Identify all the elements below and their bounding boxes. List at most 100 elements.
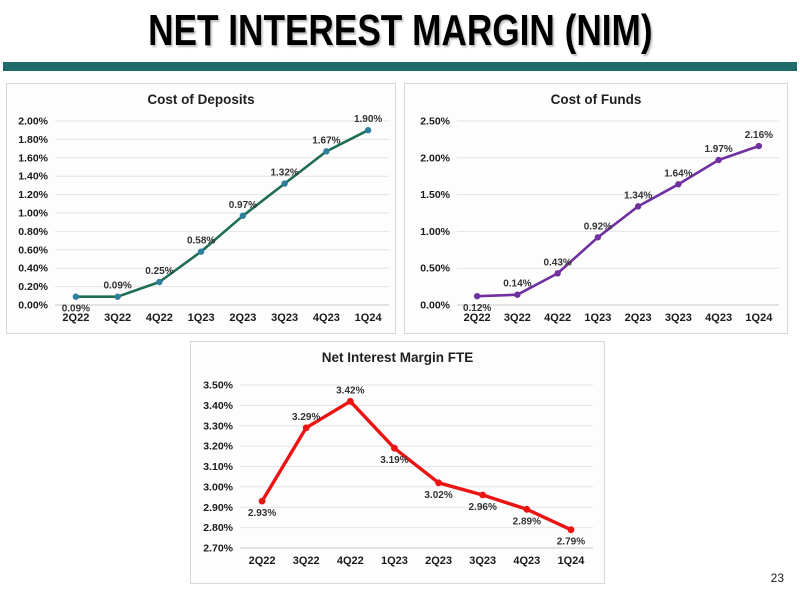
x-axis-category-labels: 2Q22 3Q22 4Q22 1Q23 2Q23 3Q23 4Q23 1Q24	[464, 312, 774, 324]
gridlines	[55, 120, 389, 306]
svg-text:0.12%: 0.12%	[463, 303, 491, 314]
svg-text:0.20%: 0.20%	[18, 281, 48, 293]
svg-text:3.30%: 3.30%	[203, 420, 233, 432]
svg-text:1.40%: 1.40%	[18, 171, 48, 183]
svg-text:3.19%: 3.19%	[380, 455, 408, 466]
svg-text:0.97%: 0.97%	[229, 200, 257, 211]
svg-text:1.00%: 1.00%	[18, 208, 48, 220]
svg-text:3.29%: 3.29%	[292, 412, 320, 423]
svg-text:3.42%: 3.42%	[336, 385, 364, 396]
svg-text:4Q23: 4Q23	[513, 555, 540, 567]
svg-text:2.80%: 2.80%	[203, 522, 233, 534]
svg-text:0.00%: 0.00%	[18, 300, 48, 312]
svg-text:3.20%: 3.20%	[203, 441, 233, 453]
svg-text:4Q23: 4Q23	[705, 312, 732, 324]
svg-text:1Q24: 1Q24	[355, 312, 383, 324]
svg-text:1.80%: 1.80%	[18, 134, 48, 146]
svg-text:2Q22: 2Q22	[249, 555, 276, 567]
svg-text:0.60%: 0.60%	[18, 244, 48, 256]
svg-text:1.00%: 1.00%	[420, 226, 450, 238]
y-axis-tick-labels: 2.50% 2.00% 1.50% 1.00% 0.50% 0.00%	[420, 116, 450, 312]
series-markers	[473, 142, 763, 300]
cost-of-deposits-title: Cost of Deposits	[147, 92, 255, 107]
svg-text:1.32%: 1.32%	[270, 168, 298, 179]
svg-text:2.96%: 2.96%	[469, 502, 497, 513]
svg-text:3.50%: 3.50%	[203, 380, 233, 392]
svg-text:4Q22: 4Q22	[544, 312, 571, 324]
svg-text:1.67%: 1.67%	[312, 135, 340, 146]
svg-text:1.34%: 1.34%	[624, 190, 652, 201]
svg-text:3Q22: 3Q22	[504, 312, 531, 324]
svg-text:0.43%: 0.43%	[543, 257, 571, 268]
svg-text:0.25%: 0.25%	[145, 266, 173, 277]
svg-text:2Q22: 2Q22	[464, 312, 491, 324]
svg-text:2.16%: 2.16%	[745, 130, 773, 141]
svg-text:3Q23: 3Q23	[665, 312, 692, 324]
svg-text:0.50%: 0.50%	[420, 263, 450, 275]
y-axis-tick-labels: 3.50% 3.40% 3.30% 3.20% 3.10% 3.00% 2.90% 2.80%…	[203, 380, 233, 555]
series-line	[475, 144, 761, 298]
svg-text:2.50%: 2.50%	[420, 116, 450, 128]
svg-text:2Q22: 2Q22	[62, 312, 89, 324]
svg-text:1.97%: 1.97%	[704, 144, 732, 155]
svg-text:2.93%: 2.93%	[248, 508, 276, 519]
svg-text:2Q23: 2Q23	[229, 312, 256, 324]
x-axis-category-labels: 2Q22 3Q22 4Q22 1Q23 2Q23 3Q23 4Q23 1Q24	[62, 312, 382, 324]
series-line	[260, 399, 573, 532]
svg-text:3.02%: 3.02%	[424, 490, 452, 501]
svg-text:4Q23: 4Q23	[313, 312, 340, 324]
svg-text:3Q22: 3Q22	[104, 312, 131, 324]
data-labels: 0.12% 0.14% 0.43% 0.92% 1.34% 1.64% 1.97% 2.16%	[463, 130, 773, 314]
svg-text:1Q23: 1Q23	[188, 312, 215, 324]
accent-bar	[3, 62, 797, 71]
svg-text:0.58%: 0.58%	[187, 236, 215, 247]
net-interest-margin-fte-chart: 3.50% 3.40% 3.30% 3.20% 3.10% 3.00% 2.90% 2.80%…	[203, 380, 593, 567]
svg-text:1Q24: 1Q24	[557, 555, 585, 567]
svg-text:0.00%: 0.00%	[420, 300, 450, 312]
svg-text:3.10%: 3.10%	[203, 461, 233, 473]
svg-text:1Q23: 1Q23	[381, 555, 408, 567]
net-interest-margin-fte-panel: Net Interest Margin FTE 3.50% 3.40% 3.30% 3…	[190, 341, 605, 584]
svg-text:1.50%: 1.50%	[420, 189, 450, 201]
svg-text:0.09%: 0.09%	[62, 304, 90, 315]
svg-text:0.40%: 0.40%	[18, 263, 48, 275]
svg-text:2.79%: 2.79%	[557, 537, 585, 548]
svg-text:1.64%: 1.64%	[664, 168, 692, 179]
x-axis-category-labels: 2Q22 3Q22 4Q22 1Q23 2Q23 3Q23 4Q23 1Q24	[249, 555, 586, 567]
svg-text:3.40%: 3.40%	[203, 400, 233, 412]
net-interest-margin-fte-title: Net Interest Margin FTE	[321, 350, 474, 365]
page-number: 23	[770, 571, 784, 585]
data-labels: 2.93% 3.29% 3.42% 3.19% 3.02% 2.96% 2.89% 2.79%	[248, 385, 585, 547]
svg-text:1Q23: 1Q23	[584, 312, 611, 324]
svg-text:3.00%: 3.00%	[203, 481, 233, 493]
svg-text:2.89%: 2.89%	[513, 516, 541, 527]
cost-of-funds-title: Cost of Funds	[550, 92, 642, 107]
cost-of-deposits-panel: Cost of Deposits 2.00% 1.80% 1.60% 1.40% 1.2…	[6, 83, 396, 334]
svg-text:2.00%: 2.00%	[420, 152, 450, 164]
series-markers	[72, 127, 372, 300]
svg-text:1.60%: 1.60%	[18, 152, 48, 164]
svg-text:3Q23: 3Q23	[271, 312, 298, 324]
cost-of-funds-panel: Cost of Funds 2.50% 2.00% 1.50% 1.00% 0.50% 0…	[404, 83, 788, 334]
svg-text:2Q23: 2Q23	[625, 312, 652, 324]
svg-text:4Q22: 4Q22	[146, 312, 173, 324]
data-labels: 0.09% 0.09% 0.25% 0.58% 0.97% 1.32% 1.67% 1.90%	[62, 114, 383, 315]
svg-text:0.92%: 0.92%	[584, 221, 612, 232]
y-axis-tick-labels: 2.00% 1.80% 1.60% 1.40% 1.20% 1.00% 0.80% 0.60%…	[18, 116, 48, 312]
svg-text:0.80%: 0.80%	[18, 226, 48, 238]
svg-text:2.00%: 2.00%	[18, 116, 48, 128]
svg-text:1Q24: 1Q24	[745, 312, 773, 324]
svg-text:3Q22: 3Q22	[293, 555, 320, 567]
page-title: NET INTEREST MARGIN (NIM)	[147, 6, 653, 55]
svg-text:2Q23: 2Q23	[425, 555, 452, 567]
svg-text:0.14%: 0.14%	[503, 279, 531, 290]
svg-text:1.90%: 1.90%	[354, 114, 382, 125]
cost-of-funds-chart: 2.50% 2.00% 1.50% 1.00% 0.50% 0.00% 2Q22 3Q22 4Q…	[420, 116, 779, 324]
cost-of-deposits-chart: 2.00% 1.80% 1.60% 1.40% 1.20% 1.00% 0.80% 0.60%…	[18, 114, 389, 324]
svg-text:0.09%: 0.09%	[103, 281, 131, 292]
svg-text:2.90%: 2.90%	[203, 502, 233, 514]
svg-text:4Q22: 4Q22	[337, 555, 364, 567]
svg-text:1.20%: 1.20%	[18, 189, 48, 201]
series-markers	[258, 397, 575, 534]
